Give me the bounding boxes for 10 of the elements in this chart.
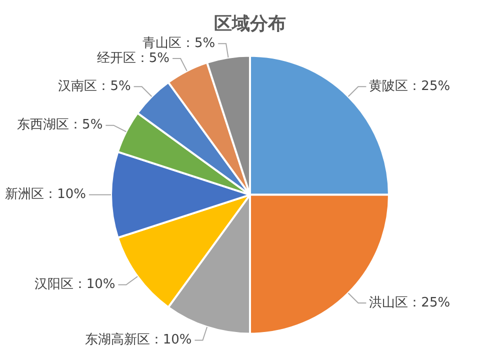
slice-label: 黄陂区：25%	[369, 78, 450, 94]
slice-label: 东湖高新区：10%	[84, 332, 192, 348]
slice-label: 新洲区：10%	[5, 187, 86, 202]
slice-label: 汉南区：5%	[58, 78, 131, 94]
slice-label: 经开区：5%	[96, 50, 170, 66]
slice-label: 青山区：5%	[142, 36, 216, 52]
slice-label: 东西湖区：5%	[17, 118, 103, 133]
slice-label: 汉阳区：10%	[34, 277, 116, 292]
chart-title: 区域分布	[214, 13, 286, 34]
slice-label: 洪山区：25%	[369, 295, 450, 310]
